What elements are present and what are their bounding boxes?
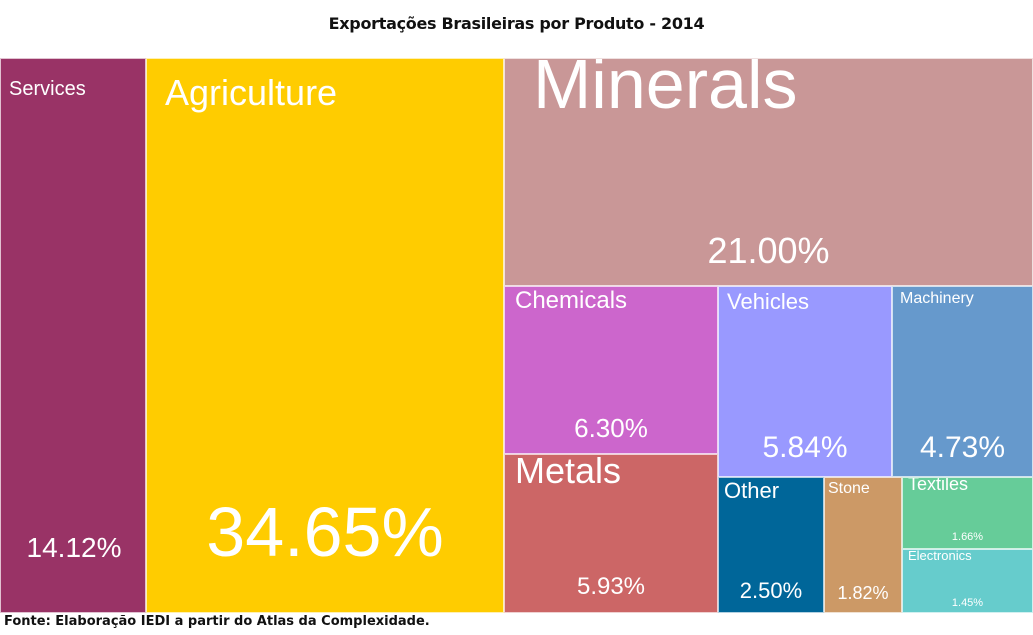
treemap-cell-electronics[interactable]: Electronics 1.45% <box>902 549 1033 613</box>
cell-value-agriculture: 34.65% <box>206 493 444 571</box>
cell-label-chemicals: Chemicals <box>515 287 628 314</box>
cell-value-chemicals: 6.30% <box>574 413 648 443</box>
source-note: Fonte: Elaboração IEDI a partir do Atlas… <box>4 614 430 629</box>
treemap-cell-minerals[interactable]: Minerals 21.00% <box>504 58 1033 286</box>
treemap-cell-textiles[interactable]: Textiles 1.66% <box>902 477 1033 549</box>
treemap-cell-chemicals[interactable]: Chemicals 6.30% <box>504 286 718 454</box>
cell-label-electronics: Electronics <box>908 549 972 563</box>
cell-label-agriculture: Agriculture <box>165 72 338 113</box>
treemap-cell-metals[interactable]: Metals 5.93% <box>504 454 718 613</box>
cell-value-electronics: 1.45% <box>951 597 984 609</box>
cell-value-textiles: 1.66% <box>951 531 984 543</box>
treemap-cell-services[interactable]: Services 14.12% <box>0 58 146 613</box>
cell-label-stone: Stone <box>828 480 870 497</box>
treemap-cell-agriculture[interactable]: Agriculture 34.65% <box>146 58 504 613</box>
cell-label-machinery: Machinery <box>900 290 974 307</box>
cell-label-minerals: Minerals <box>533 58 798 123</box>
cell-value-other: 2.50% <box>739 578 803 603</box>
cell-value-metals: 5.93% <box>576 573 646 600</box>
cell-value-minerals: 21.00% <box>707 230 830 271</box>
cell-value-stone: 1.82% <box>837 583 889 603</box>
treemap-cell-other[interactable]: Other 2.50% <box>718 477 824 613</box>
chart-title: Exportações Brasileiras por Produto - 20… <box>328 14 705 33</box>
treemap-cell-stone[interactable]: Stone 1.82% <box>824 477 902 613</box>
cell-label-textiles: Textiles <box>908 477 969 494</box>
cell-label-services: Services <box>9 78 86 100</box>
cell-value-machinery: 4.73% <box>919 431 1006 464</box>
cell-label-other: Other <box>724 478 780 503</box>
cell-value-services: 14.12% <box>26 532 122 563</box>
treemap-cell-machinery[interactable]: Machinery 4.73% <box>892 286 1033 477</box>
cell-value-vehicles: 5.84% <box>762 431 848 464</box>
treemap: Services 14.12% Agriculture 34.65% Minerals 2… <box>0 58 1033 613</box>
treemap-cell-vehicles[interactable]: Vehicles 5.84% <box>718 286 892 477</box>
cell-label-metals: Metals <box>515 454 622 491</box>
cell-label-vehicles: Vehicles <box>727 289 809 314</box>
